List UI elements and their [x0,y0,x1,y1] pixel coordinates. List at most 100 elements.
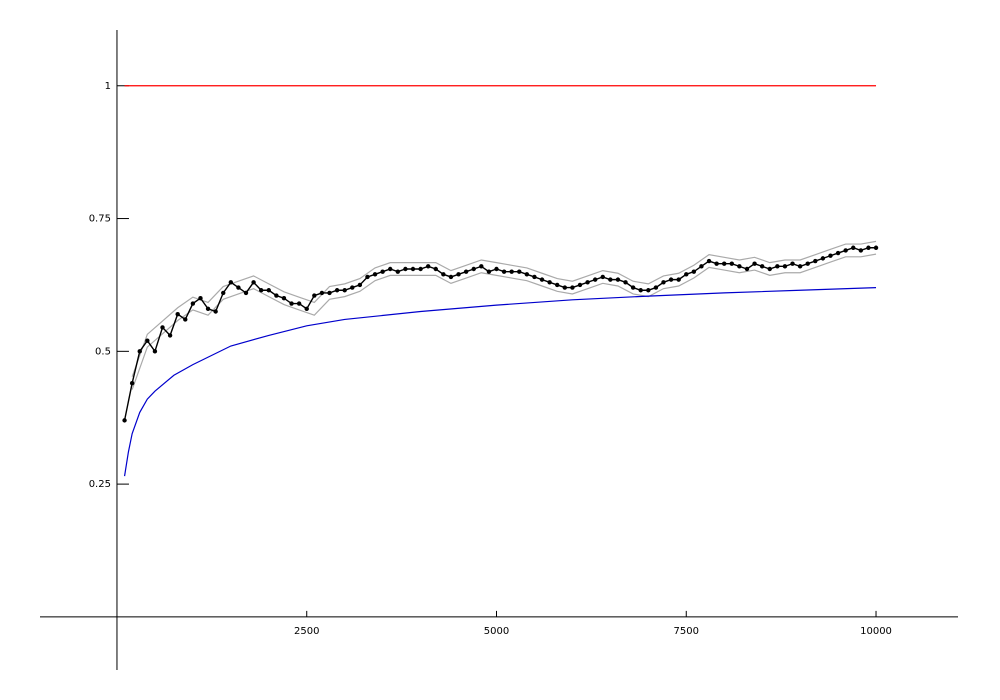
data-point [334,288,340,293]
data-point [463,269,469,274]
data-point [198,296,203,301]
data-point [873,245,879,250]
data-point [471,266,476,272]
data-point [509,269,514,274]
data-point [585,280,590,285]
data-point [577,282,583,288]
data-point [722,261,727,266]
data-point [851,245,856,250]
data-point [456,272,461,277]
data-point [395,269,401,274]
data-point [790,261,795,266]
data-point [805,261,810,266]
data-point [797,264,803,269]
data-point [592,277,598,282]
data-point [319,290,325,296]
data-point [433,266,438,272]
data-point [661,280,666,285]
data-point [630,285,636,290]
data-point [813,258,818,264]
data-point [365,274,370,280]
data-point [236,285,241,290]
data-point [782,264,788,269]
series-line [123,286,877,477]
data-point [425,264,431,269]
y-tick-label: 0.5 [95,346,111,357]
data-point [152,349,158,354]
data-point [767,266,772,272]
data-point [737,264,742,269]
data-point [646,288,651,293]
data-point [380,269,385,274]
data-point [266,288,271,293]
data-point [517,269,522,274]
data-point [775,264,780,269]
data-point [653,285,659,290]
data-point [623,280,628,285]
data-point [137,349,142,354]
data-point [145,338,150,343]
data-point [615,277,621,282]
data-point [183,317,188,322]
data-point [342,288,347,293]
series-line [131,240,877,378]
data-point [205,306,211,312]
data-point [372,272,378,277]
data-point [418,266,423,272]
data-point [403,266,408,272]
data-point [555,282,560,288]
data-point [129,380,135,386]
data-point [441,272,446,277]
data-point [357,282,363,288]
data-point [676,277,681,282]
data-point [486,269,492,274]
data-point [258,288,264,293]
data-point [350,285,355,290]
data-point [570,285,575,290]
data-point [729,261,735,266]
data-point [608,277,613,282]
data-point [600,274,605,280]
data-point [251,280,256,285]
data-point [160,325,165,330]
x-tick-label: 10000 [860,626,892,637]
data-point [684,272,689,277]
data-point [744,266,750,272]
data-point [828,253,833,258]
data-point [289,301,294,306]
y-tick-label: 1 [105,81,111,92]
data-point [304,306,309,312]
data-point [167,333,173,338]
data-point [312,293,317,298]
data-point [243,290,249,296]
data-point [638,288,643,293]
y-tick-label: 0.25 [89,479,111,490]
data-point [213,309,218,314]
data-point [410,266,416,272]
data-point [752,261,757,266]
data-point [835,250,841,256]
series-line [123,247,877,421]
data-point [706,258,712,264]
data-point [532,274,537,280]
data-point [699,264,704,269]
data-point [668,277,674,282]
x-tick-label: 2500 [294,626,319,637]
data-point [501,269,507,274]
y-tick-label: 0.75 [89,214,111,225]
data-point [547,280,552,285]
data-point [691,269,697,274]
data-point [122,418,127,423]
data-point [274,293,279,298]
data-point [820,256,826,261]
data-point [327,290,332,296]
data-point [448,274,454,280]
data-point [524,272,530,277]
data-point [843,248,848,253]
series-line [131,253,877,390]
data-point [858,248,864,253]
data-point [296,301,302,306]
data-point [539,277,545,282]
data-point [479,264,484,269]
